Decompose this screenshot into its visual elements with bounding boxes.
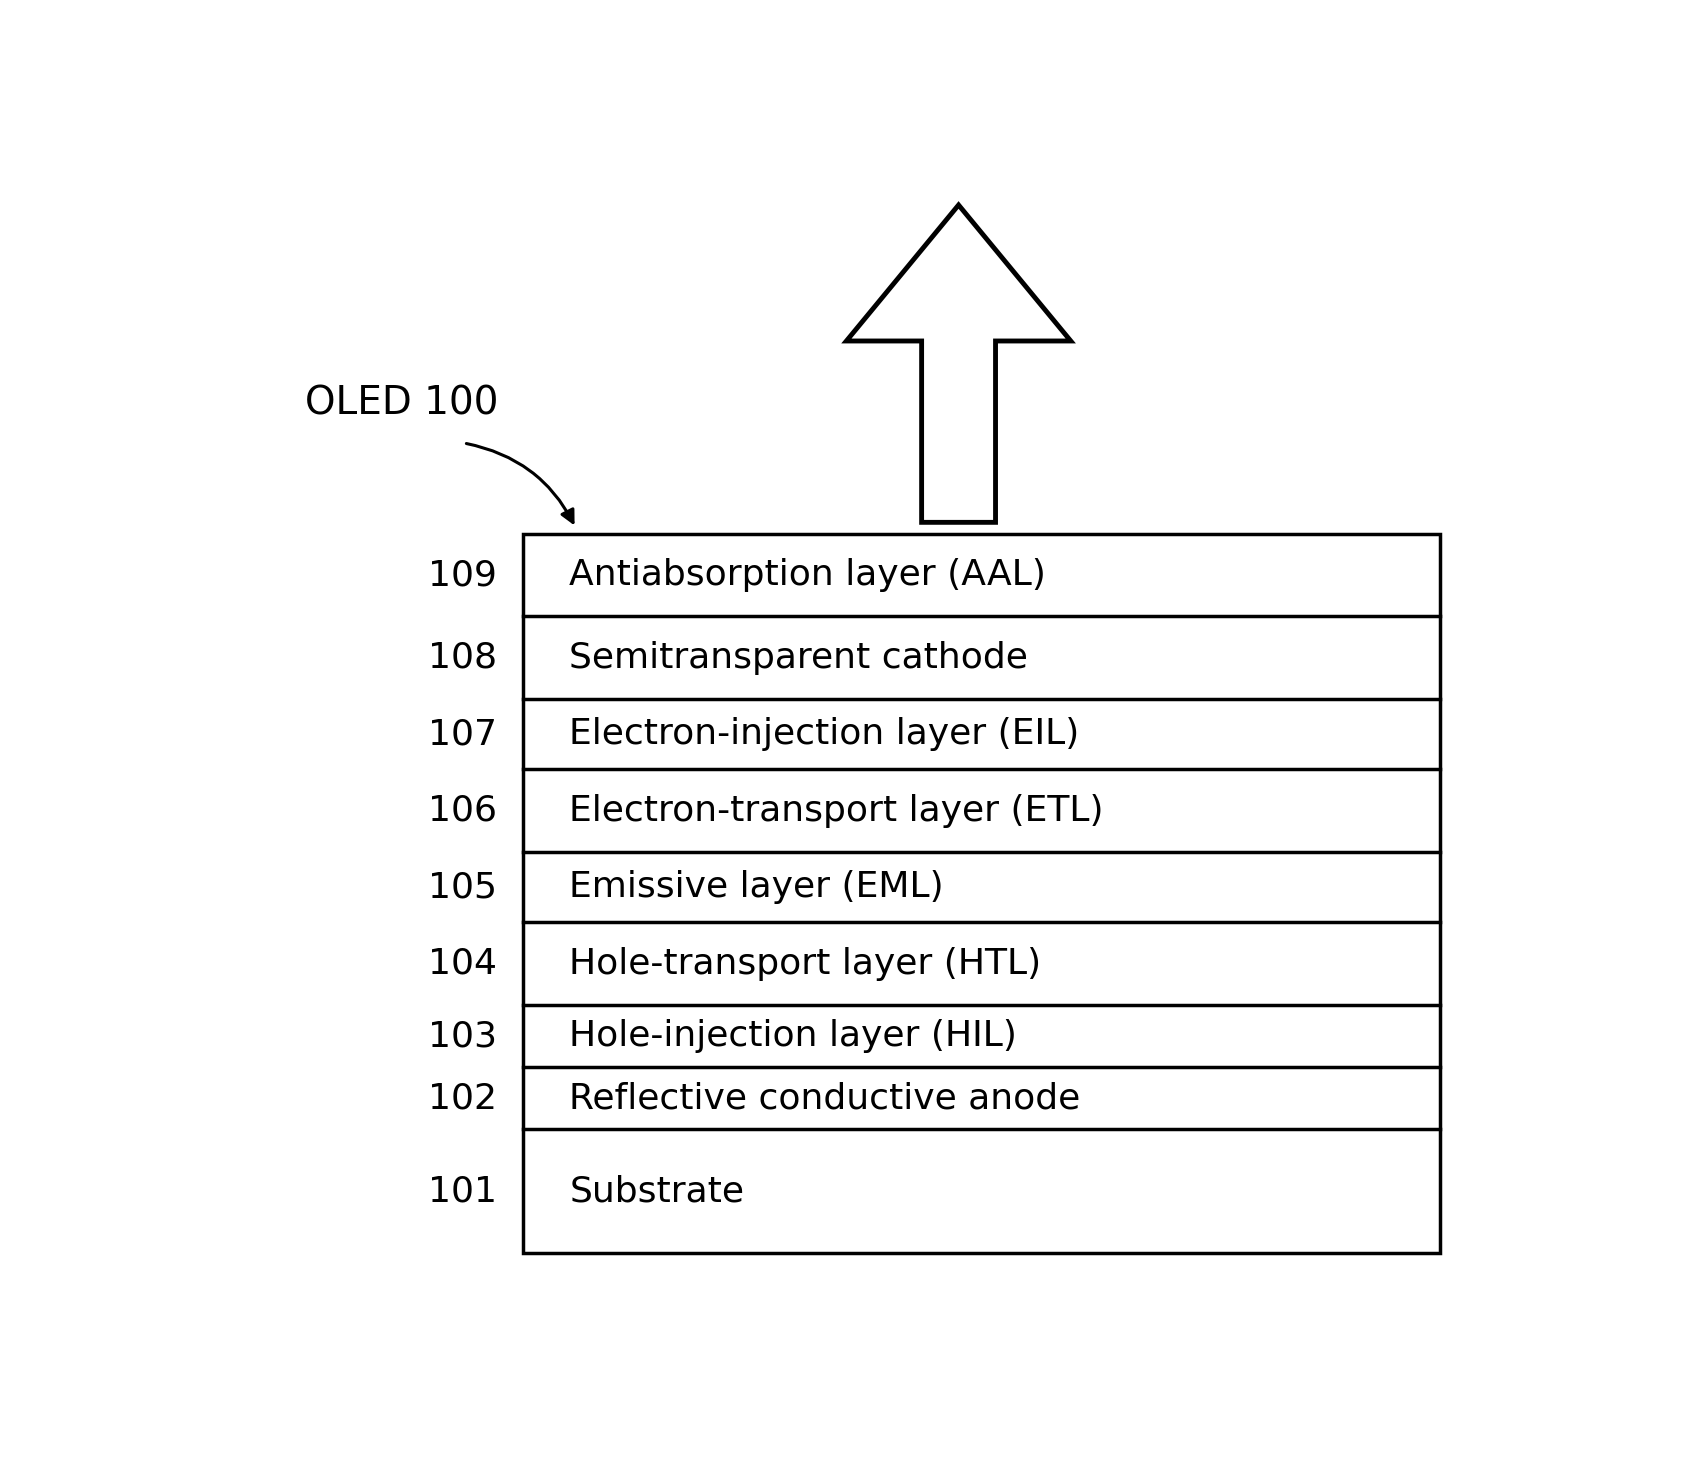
- Text: 103: 103: [427, 1019, 497, 1054]
- Text: 106: 106: [427, 793, 497, 827]
- Bar: [523, 534, 1441, 1254]
- Text: OLED 100: OLED 100: [305, 384, 499, 422]
- Polygon shape: [846, 205, 1071, 523]
- Text: Semitransparent cathode: Semitransparent cathode: [569, 640, 1029, 674]
- Text: Electron-transport layer (ETL): Electron-transport layer (ETL): [569, 793, 1104, 827]
- Text: Hole-transport layer (HTL): Hole-transport layer (HTL): [569, 946, 1041, 980]
- Text: 102: 102: [427, 1082, 497, 1116]
- Text: Reflective conductive anode: Reflective conductive anode: [569, 1082, 1080, 1116]
- Text: Electron-injection layer (EIL): Electron-injection layer (EIL): [569, 717, 1080, 751]
- Text: 109: 109: [427, 558, 497, 592]
- Text: Emissive layer (EML): Emissive layer (EML): [569, 870, 943, 904]
- Text: 105: 105: [427, 870, 497, 904]
- Text: 101: 101: [427, 1175, 497, 1209]
- Text: Substrate: Substrate: [569, 1175, 744, 1209]
- Text: 104: 104: [427, 946, 497, 980]
- Text: Hole-injection layer (HIL): Hole-injection layer (HIL): [569, 1019, 1017, 1054]
- Text: Antiabsorption layer (AAL): Antiabsorption layer (AAL): [569, 558, 1046, 592]
- Text: 107: 107: [427, 717, 497, 751]
- Text: 108: 108: [427, 640, 497, 674]
